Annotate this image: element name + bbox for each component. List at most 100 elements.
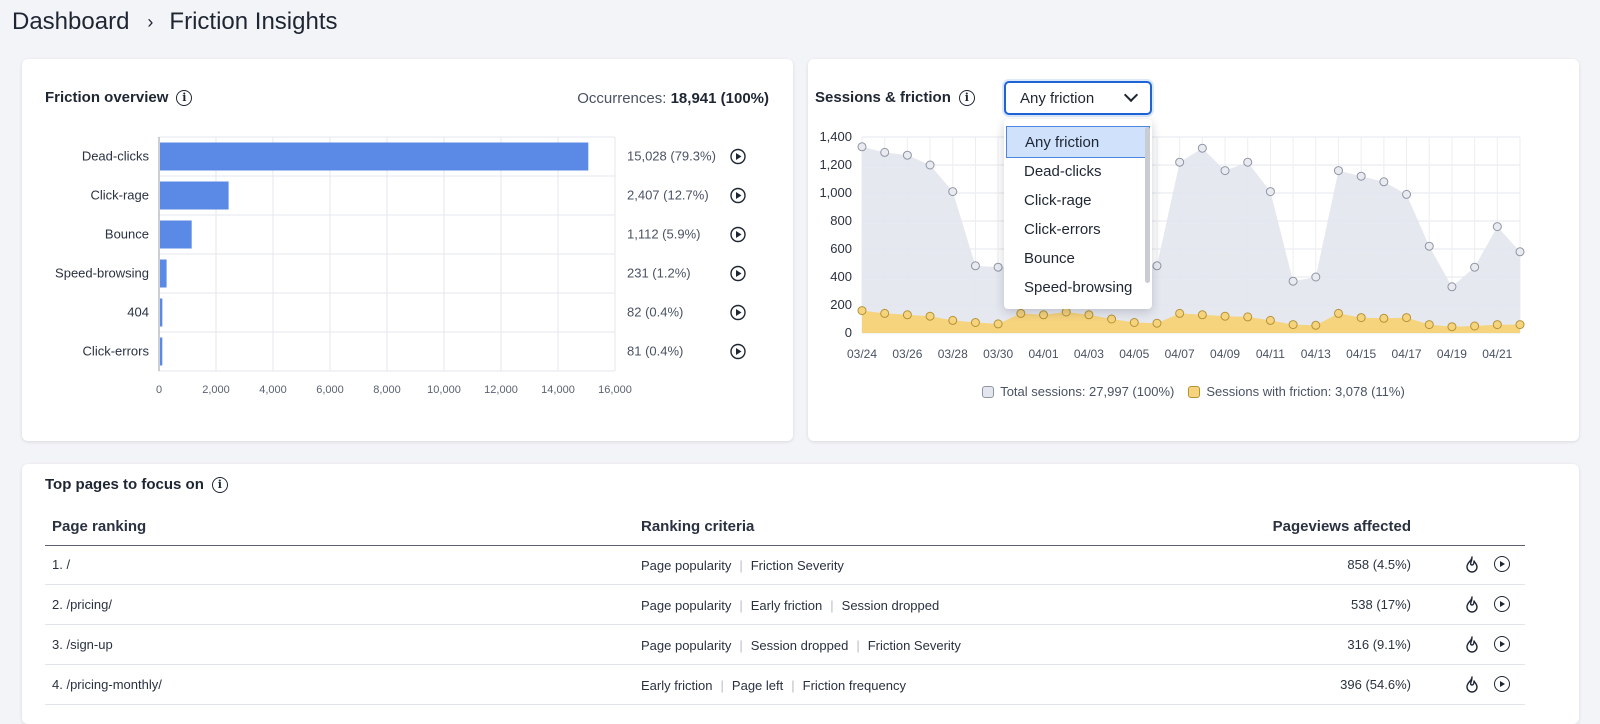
point-sessions-with-friction[interactable] — [1175, 308, 1185, 318]
point-total-sessions[interactable] — [1379, 177, 1389, 187]
point-total-sessions[interactable] — [1243, 157, 1253, 167]
bar-category-label: Dead-clicks — [82, 149, 150, 164]
play-icon[interactable] — [1493, 675, 1511, 693]
play-icon[interactable] — [730, 343, 746, 360]
point-total-sessions[interactable] — [970, 261, 980, 271]
point-total-sessions[interactable] — [948, 187, 958, 197]
play-icon[interactable] — [730, 226, 746, 243]
legend-total-sessions[interactable]: Total sessions: 27,997 (100%) — [982, 384, 1174, 399]
flame-icon[interactable] — [1463, 635, 1481, 653]
dropdown-option[interactable]: Bounce — [1024, 250, 1075, 267]
point-sessions-with-friction[interactable] — [948, 315, 958, 325]
dropdown-option[interactable]: Click-errors — [1024, 221, 1101, 238]
point-total-sessions[interactable] — [925, 160, 935, 170]
point-total-sessions[interactable] — [1220, 166, 1230, 176]
point-total-sessions[interactable] — [1447, 282, 1457, 292]
point-sessions-with-friction[interactable] — [1424, 320, 1434, 330]
ranking-criteria: Page popularity | Friction Severity — [641, 558, 844, 573]
dropdown-option[interactable]: Speed-browsing — [1024, 279, 1133, 296]
dropdown-option[interactable]: Any friction — [1006, 126, 1150, 158]
point-sessions-with-friction[interactable] — [1447, 322, 1457, 332]
point-sessions-with-friction[interactable] — [1402, 313, 1412, 323]
point-sessions-with-friction[interactable] — [1333, 308, 1343, 318]
play-icon[interactable] — [730, 187, 746, 204]
flame-icon[interactable] — [1463, 595, 1481, 613]
table-row[interactable]: 3. /sign-up Page popularity | Session dropp… — [45, 625, 1525, 665]
x-tick-label: 04/15 — [1346, 347, 1376, 361]
point-sessions-with-friction[interactable] — [925, 311, 935, 321]
point-total-sessions[interactable] — [993, 262, 1003, 272]
point-total-sessions[interactable] — [880, 147, 890, 157]
dropdown-scrollbar[interactable] — [1145, 127, 1150, 283]
friction-type-select[interactable]: Any friction — [1004, 81, 1152, 115]
page-path[interactable]: 4. /pricing-monthly/ — [52, 677, 162, 692]
dropdown-option[interactable]: Dead-clicks — [1024, 163, 1102, 180]
point-sessions-with-friction[interactable] — [857, 306, 867, 316]
point-sessions-with-friction[interactable] — [1288, 320, 1298, 330]
point-sessions-with-friction[interactable] — [1492, 320, 1502, 330]
point-sessions-with-friction[interactable] — [1515, 320, 1525, 330]
legend-sessions-with-friction[interactable]: Sessions with friction: 3,078 (11%) — [1188, 384, 1405, 399]
point-total-sessions[interactable] — [1152, 261, 1162, 271]
point-total-sessions[interactable] — [902, 150, 912, 160]
point-sessions-with-friction[interactable] — [1152, 318, 1162, 328]
point-total-sessions[interactable] — [1492, 222, 1502, 232]
point-sessions-with-friction[interactable] — [1016, 308, 1026, 318]
point-total-sessions[interactable] — [1470, 262, 1480, 272]
bar — [160, 337, 163, 366]
point-sessions-with-friction[interactable] — [1220, 311, 1230, 321]
page-path[interactable]: 1. / — [52, 557, 71, 572]
column-ranking-criteria[interactable]: Ranking criteria — [641, 518, 755, 535]
point-total-sessions[interactable] — [1424, 241, 1434, 251]
criteria-tag: Page popularity — [641, 598, 732, 613]
breadcrumb-dashboard[interactable]: Dashboard — [12, 8, 130, 35]
flame-icon[interactable] — [1463, 675, 1481, 693]
point-sessions-with-friction[interactable] — [1061, 307, 1071, 317]
point-sessions-with-friction[interactable] — [902, 310, 912, 320]
point-total-sessions[interactable] — [1402, 189, 1412, 199]
info-icon[interactable]: i — [958, 89, 975, 106]
point-total-sessions[interactable] — [1515, 247, 1525, 257]
point-total-sessions[interactable] — [1333, 166, 1343, 176]
point-sessions-with-friction[interactable] — [1243, 312, 1253, 322]
point-sessions-with-friction[interactable] — [1311, 320, 1321, 330]
point-sessions-with-friction[interactable] — [1129, 318, 1139, 327]
point-total-sessions[interactable] — [1356, 171, 1366, 181]
point-sessions-with-friction[interactable] — [993, 319, 1003, 329]
table-row[interactable]: 4. /pricing-monthly/Early friction | Page … — [45, 665, 1525, 705]
info-icon[interactable]: i — [176, 89, 193, 106]
point-total-sessions[interactable] — [1288, 276, 1298, 286]
play-icon[interactable] — [730, 265, 746, 282]
info-icon[interactable]: i — [211, 476, 228, 493]
play-icon[interactable] — [1493, 635, 1511, 653]
point-total-sessions[interactable] — [857, 142, 867, 152]
column-pageviews-affected[interactable]: Pageviews affected — [1272, 518, 1411, 535]
point-sessions-with-friction[interactable] — [1470, 321, 1480, 331]
play-icon[interactable] — [730, 148, 746, 165]
bar — [160, 142, 589, 171]
dropdown-option[interactable]: Click-rage — [1024, 192, 1092, 209]
point-sessions-with-friction[interactable] — [1265, 315, 1275, 325]
point-sessions-with-friction[interactable] — [1084, 310, 1094, 320]
point-sessions-with-friction[interactable] — [880, 308, 890, 318]
flame-icon[interactable] — [1463, 555, 1481, 573]
point-sessions-with-friction[interactable] — [1039, 310, 1049, 320]
table-row[interactable]: 1. / Page popularity | Friction Severity 858… — [45, 545, 1525, 585]
play-icon[interactable] — [730, 304, 746, 321]
table-row[interactable]: 2. /pricing/Page popularity | Early fricti… — [45, 585, 1525, 625]
point-sessions-with-friction[interactable] — [1197, 310, 1207, 320]
point-sessions-with-friction[interactable] — [1356, 313, 1366, 323]
page-path[interactable]: 2. /pricing/ — [52, 597, 112, 612]
point-sessions-with-friction[interactable] — [970, 318, 980, 327]
point-total-sessions[interactable] — [1265, 187, 1275, 197]
point-total-sessions[interactable] — [1311, 272, 1321, 282]
page-path[interactable]: 3. /sign-up — [52, 637, 113, 652]
point-total-sessions[interactable] — [1197, 143, 1207, 153]
point-total-sessions[interactable] — [1175, 157, 1185, 167]
column-page-ranking[interactable]: Page ranking — [52, 518, 147, 535]
play-icon[interactable] — [1493, 555, 1511, 573]
bar-value-label: 15,028 (79.3%) — [627, 149, 716, 164]
play-icon[interactable] — [1493, 595, 1511, 613]
point-sessions-with-friction[interactable] — [1379, 313, 1389, 323]
point-sessions-with-friction[interactable] — [1107, 314, 1117, 324]
